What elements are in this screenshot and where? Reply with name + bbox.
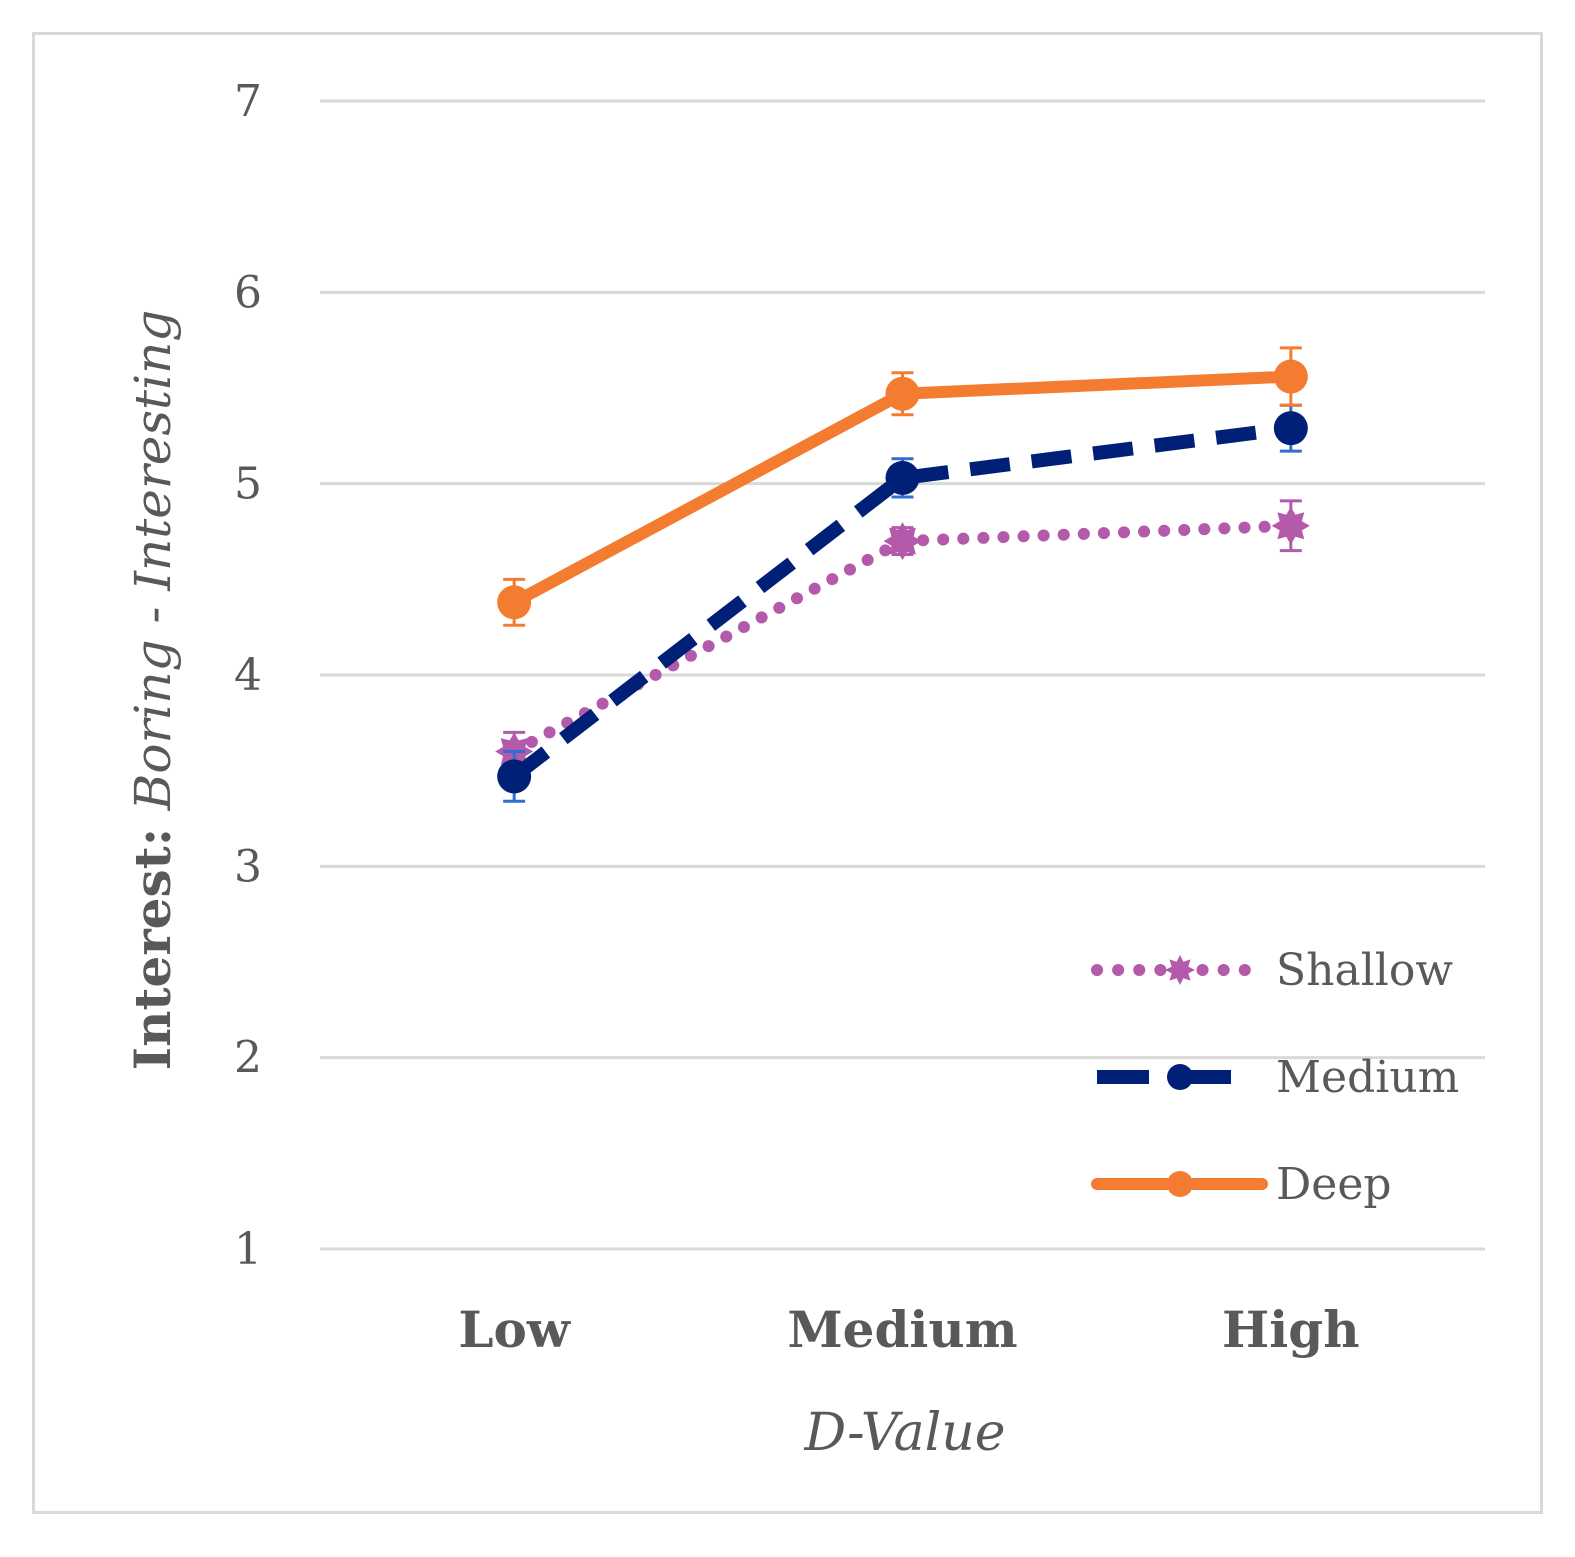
y-tick-label-1: 1	[234, 1224, 262, 1275]
y-tick-label-5: 5	[234, 459, 262, 510]
x-category-label-low: Low	[458, 1300, 572, 1359]
x-category-label-high: High	[1222, 1300, 1360, 1359]
chart-frame	[32, 32, 1543, 1514]
data-point	[885, 460, 920, 495]
data-point	[1271, 506, 1310, 545]
y-axis-title-italic: Boring - Interesting	[124, 310, 182, 812]
legend-marker-shallow	[1165, 955, 1195, 985]
y-axis-ticks: 1 2 3 4 5 6 7	[234, 76, 262, 1275]
legend-marker-deep	[1167, 1171, 1193, 1197]
y-axis-title: Interest: Boring - Interesting	[123, 310, 182, 1071]
y-tick-label-2: 2	[234, 1033, 262, 1084]
y-tick-label-7: 7	[234, 76, 262, 127]
legend-label-medium: Medium	[1276, 1052, 1459, 1103]
y-tick-label-6: 6	[234, 267, 262, 318]
y-axis-title-prefix: Interest:	[123, 810, 182, 1070]
y-tick-label-4: 4	[234, 650, 262, 701]
series-group	[495, 346, 1310, 803]
x-axis-categories: Low Medium High	[458, 1300, 1359, 1359]
legend-item-shallow: Shallow	[1091, 945, 1453, 996]
series-deep	[497, 346, 1308, 627]
legend-label-shallow: Shallow	[1276, 945, 1453, 996]
data-point	[497, 585, 532, 620]
data-point	[497, 759, 532, 794]
legend: Shallow Medium Deep	[1091, 945, 1459, 1210]
y-tick-label-3: 3	[234, 841, 262, 892]
legend-marker-medium	[1167, 1064, 1193, 1090]
legend-item-deep: Deep	[1091, 1159, 1392, 1210]
data-point	[1273, 359, 1308, 394]
series-medium	[497, 403, 1308, 803]
legend-item-medium: Medium	[1097, 1052, 1459, 1103]
series-line-medium	[509, 421, 1292, 782]
legend-label-deep: Deep	[1276, 1159, 1392, 1210]
data-point	[885, 376, 920, 411]
x-category-label-medium: Medium	[787, 1300, 1017, 1359]
data-point	[883, 522, 922, 561]
x-axis-title: D-Value	[803, 1403, 1005, 1463]
data-point	[1273, 411, 1308, 446]
